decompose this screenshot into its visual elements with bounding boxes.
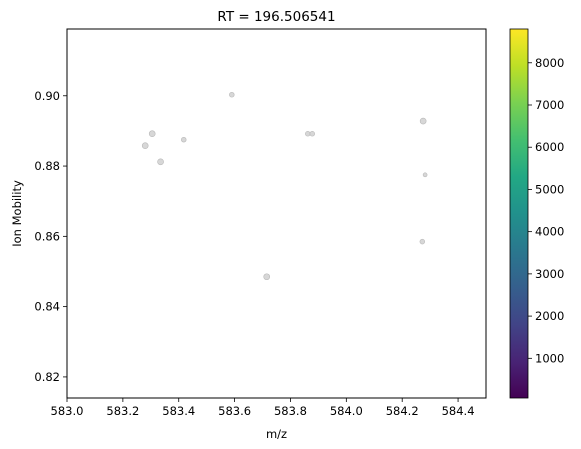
colorbar-gradient <box>509 28 529 399</box>
x-tick-label: 584.4 <box>442 404 475 418</box>
x-axis: 583.0 583.2 583.4 583.6 583.8 584.0 584.2 584.4 <box>51 398 475 418</box>
data-point <box>422 172 428 178</box>
chart-title: RT = 196.506541 <box>217 9 335 25</box>
plot-frame <box>66 28 487 399</box>
colorbar-tick-label: 3000 <box>535 267 564 281</box>
y-tick-label: 0.86 <box>34 229 60 243</box>
y-tick-label: 0.88 <box>34 159 60 173</box>
y-tick-label: 0.84 <box>34 300 60 314</box>
y-axis: 0.82 0.84 0.86 0.88 0.90 <box>34 89 67 384</box>
x-tick-label: 584.0 <box>330 404 363 418</box>
data-points <box>141 92 428 281</box>
y-tick-label: 0.90 <box>34 89 60 103</box>
colorbar-tick-label: 2000 <box>535 309 564 323</box>
colorbar-tick-label: 4000 <box>535 225 564 239</box>
x-tick-label: 583.8 <box>274 404 307 418</box>
data-point <box>181 137 187 143</box>
data-point <box>157 158 164 166</box>
colorbar-tick-label: 5000 <box>535 182 564 196</box>
colorbar-tick-label: 1000 <box>535 351 564 365</box>
data-point <box>141 142 149 149</box>
colorbar: 1000 2000 3000 4000 5000 6000 7000 8000 <box>509 28 564 399</box>
x-tick-label: 583.0 <box>51 404 84 418</box>
x-tick-label: 584.2 <box>386 404 419 418</box>
x-tick-label: 583.6 <box>218 404 251 418</box>
data-point <box>309 131 315 137</box>
y-tick-label: 0.82 <box>34 370 60 384</box>
x-axis-label: m/z <box>266 427 287 441</box>
x-tick-label: 583.4 <box>162 404 195 418</box>
data-point <box>305 131 311 137</box>
y-axis-label: Ion Mobility <box>10 180 24 247</box>
data-point <box>263 273 271 281</box>
colorbar-tick-label: 7000 <box>535 98 564 112</box>
data-point <box>419 117 427 125</box>
colorbar-tick-label: 6000 <box>535 140 564 154</box>
data-point <box>419 238 426 245</box>
data-point <box>148 130 156 138</box>
data-point <box>229 92 235 98</box>
plot-area <box>66 28 487 399</box>
x-tick-label: 583.2 <box>106 404 139 418</box>
colorbar-tick-label: 8000 <box>535 56 564 70</box>
